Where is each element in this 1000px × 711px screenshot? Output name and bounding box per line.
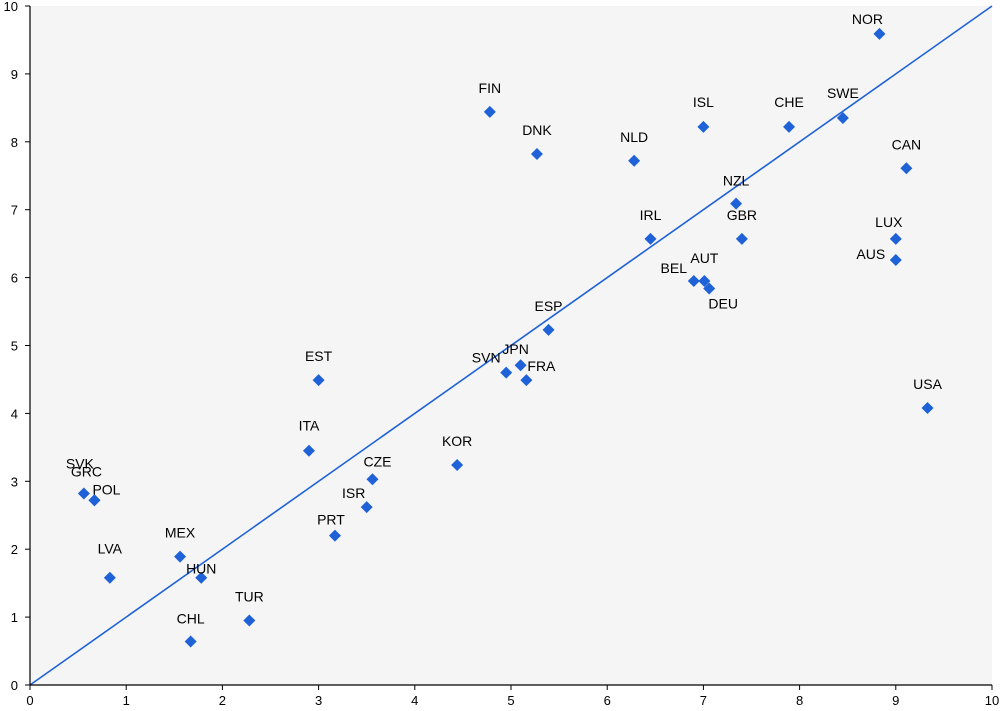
label-aut: AUT: [690, 250, 718, 266]
x-tick-label: 0: [26, 693, 33, 708]
label-prt: PRT: [317, 512, 345, 528]
point-bel: [687, 274, 700, 287]
y-tick-label: 2: [11, 542, 18, 557]
label-isr: ISR: [342, 485, 365, 501]
label-hun: HUN: [186, 561, 216, 577]
data-points: [77, 27, 934, 648]
point-hun: [195, 571, 208, 584]
point-fin: [483, 105, 496, 118]
label-fin: FIN: [479, 80, 502, 96]
point-dnk: [530, 148, 543, 161]
point-mex: [174, 550, 187, 563]
label-irl: IRL: [640, 207, 662, 223]
label-aus: AUS: [856, 246, 885, 262]
point-prt: [328, 529, 341, 542]
point-jpn: [514, 359, 527, 372]
label-gbr: GBR: [727, 207, 757, 223]
point-cze: [366, 473, 379, 486]
point-ita: [302, 444, 315, 457]
y-tick-label: 3: [11, 474, 18, 489]
y-tick-label: 7: [11, 203, 18, 218]
label-deu: DEU: [708, 295, 738, 311]
label-nld: NLD: [620, 129, 648, 145]
x-tick-label: 9: [892, 693, 899, 708]
label-grc: GRC: [71, 463, 102, 479]
label-lux: LUX: [875, 214, 903, 230]
reference-line-layer: [29, 5, 993, 686]
label-fra: FRA: [527, 358, 556, 374]
y-tick-label: 6: [11, 271, 18, 286]
label-bel: BEL: [661, 260, 688, 276]
point-isr: [360, 501, 373, 514]
x-tick-label: 2: [219, 693, 226, 708]
point-irl: [644, 232, 657, 245]
point-est: [312, 374, 325, 387]
point-kor: [451, 459, 464, 472]
x-tick-label: 6: [604, 693, 611, 708]
y-tick-label: 10: [4, 0, 18, 14]
point-usa: [921, 401, 934, 414]
label-lva: LVA: [98, 541, 123, 557]
x-axis-ticks: 0 1 2 3 4 5 6 7 8 9 10: [26, 685, 999, 708]
x-tick-label: 4: [411, 693, 418, 708]
y-tick-label: 4: [11, 406, 18, 421]
label-isl: ISL: [693, 94, 714, 110]
point-svn: [500, 366, 513, 379]
label-tur: TUR: [235, 588, 264, 604]
x-tick-label: 1: [123, 693, 130, 708]
x-tick-label: 7: [700, 693, 707, 708]
label-esp: ESP: [535, 298, 563, 314]
point-deu: [703, 282, 716, 295]
point-nor: [873, 27, 886, 40]
y-tick-label: 1: [11, 610, 18, 625]
point-fra: [520, 374, 533, 387]
point-aut: [698, 274, 711, 287]
point-swe: [836, 112, 849, 125]
point-chl: [184, 635, 197, 648]
point-nzl: [730, 197, 743, 210]
label-mex: MEX: [165, 525, 196, 541]
y-tick-label: 9: [11, 67, 18, 82]
point-can: [900, 162, 913, 175]
reference-line: [29, 5, 993, 686]
point-isl: [697, 120, 710, 133]
x-tick-label: 3: [315, 693, 322, 708]
label-usa: USA: [913, 376, 942, 392]
x-tick-label: 8: [796, 693, 803, 708]
point-nld: [628, 154, 641, 167]
y-tick-label: 8: [11, 135, 18, 150]
label-svn: SVN: [472, 350, 501, 366]
label-chl: CHL: [177, 611, 205, 627]
x-tick-label: 10: [985, 693, 999, 708]
y-tick-label: 5: [11, 339, 18, 354]
label-swe: SWE: [827, 85, 859, 101]
label-pol: POL: [92, 481, 120, 497]
label-can: CAN: [892, 136, 922, 152]
label-cze: CZE: [363, 453, 391, 469]
label-ita: ITA: [299, 418, 320, 434]
point-aus: [889, 253, 902, 266]
point-esp: [542, 323, 555, 336]
point-tur: [243, 614, 256, 627]
label-jpn: JPN: [502, 341, 528, 357]
point-che: [783, 120, 796, 133]
point-lva: [103, 571, 116, 584]
label-nor: NOR: [852, 11, 883, 27]
point-lux: [889, 232, 902, 245]
x-tick-label: 5: [507, 693, 514, 708]
point-gbr: [735, 232, 748, 245]
point-labels: NOR FIN ISL CHE SWE DNK NLD CAN NZL IRL GBR LUX AUS B…: [66, 11, 943, 627]
label-dnk: DNK: [522, 122, 552, 138]
label-che: CHE: [774, 94, 804, 110]
label-nzl: NZL: [723, 173, 750, 189]
y-tick-label: 0: [11, 678, 18, 693]
label-svk: SVK: [66, 456, 95, 472]
point-pol: [88, 494, 101, 507]
y-axis-ticks: 0 1 2 3 4 5 6 7 8 9 10: [4, 0, 30, 693]
point-svk: [77, 487, 90, 500]
label-kor: KOR: [442, 433, 472, 449]
label-est: EST: [305, 348, 333, 364]
